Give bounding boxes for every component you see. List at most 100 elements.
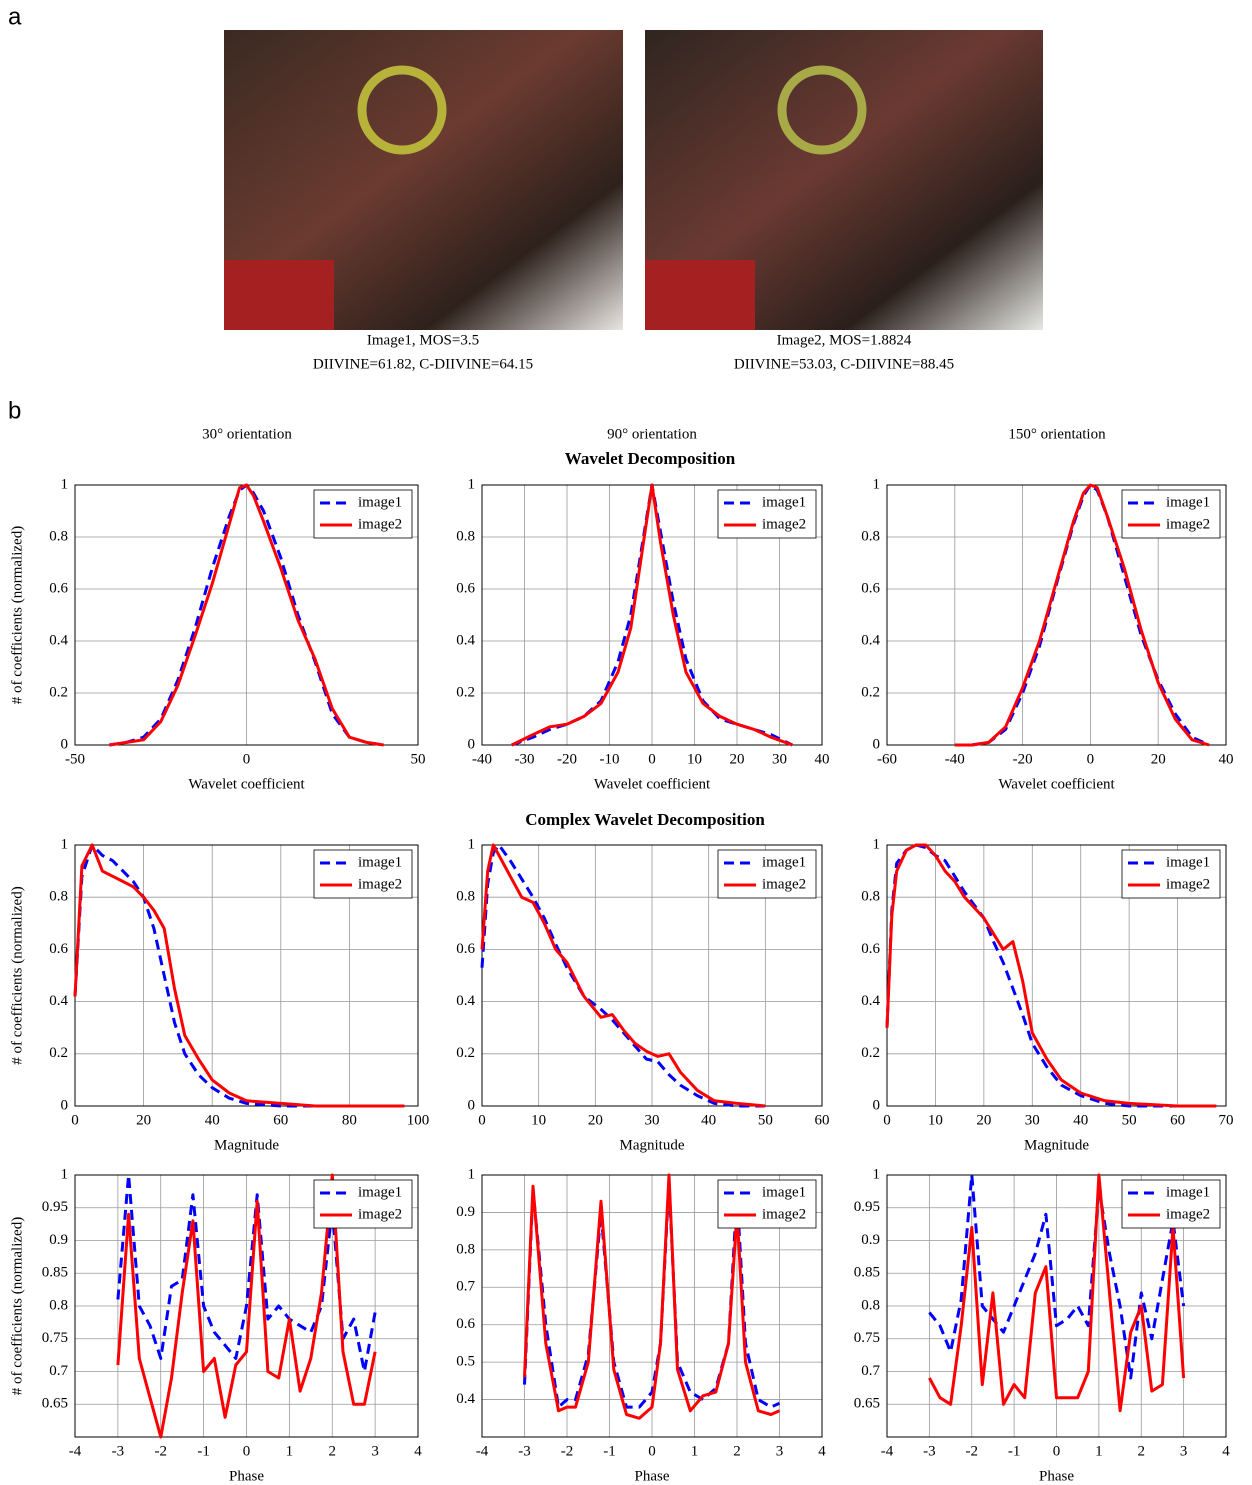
photo-detail bbox=[357, 65, 447, 155]
legend-label: image1 bbox=[358, 854, 402, 870]
y-tick-label: 0.2 bbox=[49, 684, 68, 700]
x-tick-label: -3 bbox=[518, 1443, 531, 1459]
x-tick-label: -2 bbox=[966, 1443, 979, 1459]
y-tick-label: 0.4 bbox=[49, 632, 68, 648]
x-tick-label: 30 bbox=[1025, 1112, 1040, 1128]
x-tick-label: 70 bbox=[1219, 1112, 1234, 1128]
plot-frame bbox=[886, 484, 1227, 746]
y-tick-label: 0.2 bbox=[456, 1045, 475, 1061]
y-tick-label: 1 bbox=[873, 1166, 881, 1182]
legend-box bbox=[1121, 489, 1221, 539]
y-tick-label: 0.4 bbox=[456, 1391, 475, 1407]
y-tick-label: 0.2 bbox=[456, 684, 475, 700]
y-tick-label: 0.75 bbox=[42, 1330, 68, 1346]
legend-label: image1 bbox=[358, 494, 402, 510]
legend-label: image2 bbox=[762, 876, 806, 892]
y-tick-label: 0.4 bbox=[456, 632, 475, 648]
plot-frame bbox=[481, 844, 823, 1107]
y-axis-label: # of coefficients (normalized) bbox=[9, 1217, 25, 1395]
x-axis-label: Wavelet coefficient bbox=[594, 776, 711, 792]
y-tick-label: 0.6 bbox=[49, 941, 68, 957]
x-tick-label: 2 bbox=[1138, 1443, 1146, 1459]
y-tick-label: 0.9 bbox=[861, 1232, 880, 1248]
legend-box bbox=[1121, 1179, 1221, 1229]
y-tick-label: 0.95 bbox=[42, 1199, 68, 1215]
series-line bbox=[954, 483, 1210, 747]
x-tick-label: 4 bbox=[414, 1443, 422, 1459]
x-tick-label: -30 bbox=[515, 751, 535, 767]
column-title: 90° orientation bbox=[607, 426, 697, 442]
x-axis-label: Phase bbox=[1039, 1468, 1074, 1484]
y-tick-label: 0 bbox=[468, 736, 476, 752]
series-line bbox=[480, 843, 766, 1108]
x-tick-label: 50 bbox=[758, 1112, 773, 1128]
x-tick-label: 0 bbox=[71, 1112, 79, 1128]
y-tick-label: 0.6 bbox=[861, 941, 880, 957]
image-caption: Image2, MOS=1.8824 bbox=[777, 332, 912, 348]
y-tick-label: 0.8 bbox=[456, 528, 475, 544]
x-tick-label: 60 bbox=[815, 1112, 830, 1128]
x-tick-label: 0 bbox=[1087, 751, 1095, 767]
x-tick-label: 20 bbox=[976, 1112, 991, 1128]
y-tick-label: 0.4 bbox=[456, 993, 475, 1009]
x-tick-label: 0 bbox=[648, 751, 656, 767]
x-tick-label: 50 bbox=[411, 751, 426, 767]
y-tick-label: 0.2 bbox=[861, 684, 880, 700]
x-tick-label: 10 bbox=[687, 751, 702, 767]
y-tick-label: 0.8 bbox=[49, 1297, 68, 1313]
y-tick-label: 0.6 bbox=[456, 941, 475, 957]
x-tick-label: 4 bbox=[818, 1443, 826, 1459]
x-tick-label: 0 bbox=[243, 1443, 251, 1459]
x-tick-label: -4 bbox=[881, 1443, 894, 1459]
x-tick-label: -50 bbox=[65, 751, 85, 767]
series-line bbox=[480, 843, 766, 1108]
x-tick-label: -20 bbox=[557, 751, 577, 767]
plot-frame bbox=[886, 844, 1227, 1107]
column-title: 150° orientation bbox=[1008, 426, 1106, 442]
x-tick-label: 40 bbox=[1073, 1112, 1088, 1128]
plot-frame bbox=[74, 1174, 419, 1438]
x-tick-label: 3 bbox=[371, 1443, 379, 1459]
image-caption: Image1, MOS=3.5 bbox=[367, 332, 479, 348]
plot-frame bbox=[481, 1174, 823, 1438]
y-tick-label: 0.8 bbox=[861, 889, 880, 905]
series-line bbox=[116, 1173, 377, 1373]
column-title: 30° orientation bbox=[202, 426, 292, 442]
y-tick-label: 0.65 bbox=[854, 1396, 880, 1412]
y-tick-label: 0.75 bbox=[854, 1330, 880, 1346]
series-line bbox=[109, 483, 384, 747]
x-tick-label: 3 bbox=[776, 1443, 784, 1459]
series-line bbox=[116, 1173, 377, 1439]
x-tick-label: 60 bbox=[273, 1112, 288, 1128]
x-tick-label: 20 bbox=[588, 1112, 603, 1128]
y-tick-label: 0.8 bbox=[861, 528, 880, 544]
y-tick-label: 0.8 bbox=[456, 1241, 475, 1257]
x-tick-label: 1 bbox=[1095, 1443, 1103, 1459]
y-tick-label: 0.65 bbox=[42, 1396, 68, 1412]
legend-label: image2 bbox=[358, 1206, 402, 1222]
x-tick-label: -2 bbox=[561, 1443, 574, 1459]
y-tick-label: 1 bbox=[468, 836, 476, 852]
x-tick-label: 1 bbox=[691, 1443, 699, 1459]
y-tick-label: 0.95 bbox=[854, 1199, 880, 1215]
x-tick-label: 10 bbox=[531, 1112, 546, 1128]
x-tick-label: 40 bbox=[815, 751, 830, 767]
y-tick-label: 0.6 bbox=[456, 1316, 475, 1332]
legend-label: image2 bbox=[762, 1206, 806, 1222]
x-tick-label: 0 bbox=[243, 751, 251, 767]
legend-label: image2 bbox=[762, 516, 806, 532]
y-axis-label: # of coefficients (normalized) bbox=[9, 526, 25, 704]
x-tick-label: 0 bbox=[648, 1443, 656, 1459]
x-tick-label: -40 bbox=[472, 751, 492, 767]
x-tick-label: 40 bbox=[1219, 751, 1234, 767]
x-tick-label: 20 bbox=[1151, 751, 1166, 767]
y-tick-label: 0.85 bbox=[854, 1265, 880, 1281]
x-axis-label: Wavelet coefficient bbox=[998, 776, 1115, 792]
section-title: Wavelet Decomposition bbox=[565, 449, 736, 468]
series-line bbox=[511, 483, 793, 747]
y-tick-label: 0.7 bbox=[861, 1363, 880, 1379]
y-tick-label: 0 bbox=[61, 1097, 69, 1113]
legend-label: image1 bbox=[1166, 854, 1210, 870]
x-tick-label: 30 bbox=[645, 1112, 660, 1128]
legend-label: image2 bbox=[1166, 1206, 1210, 1222]
